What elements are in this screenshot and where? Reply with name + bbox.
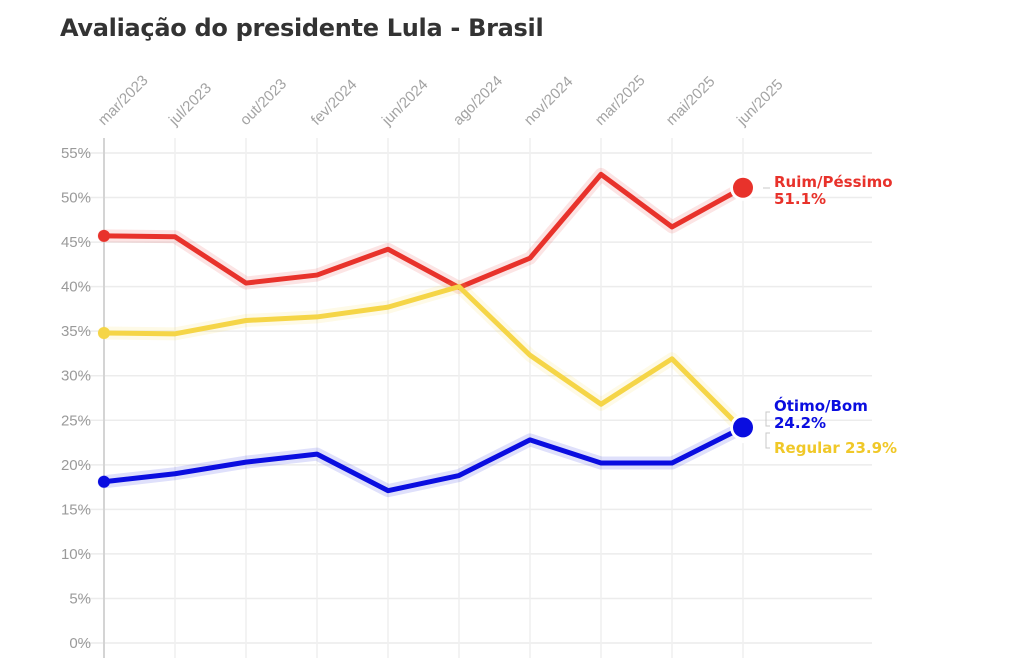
ruim-pessimo-series-label: Ruim/Péssimo: [774, 173, 893, 191]
x-tick-label: nov/2024: [521, 73, 577, 129]
ruim-pessimo-end-point: [733, 177, 753, 198]
y-tick-label: 5%: [69, 590, 91, 607]
y-tick-label: 20%: [61, 457, 91, 474]
x-tick-label: jun/2024: [378, 76, 431, 129]
x-tick-label: ago/2024: [450, 73, 506, 129]
y-tick-label: 0%: [69, 635, 91, 652]
x-tick-label: mai/2025: [663, 73, 719, 129]
otimo-bom-end-point: [733, 417, 753, 438]
x-tick-label: jun/2025: [733, 76, 786, 129]
x-tick-label: mar/2025: [592, 72, 649, 129]
x-tick-label: fev/2024: [308, 76, 361, 129]
regular-bracket: [765, 432, 770, 449]
y-tick-label: 50%: [61, 190, 91, 207]
chart-title: Avaliação do presidente Lula - Brasil: [60, 14, 544, 42]
ruim-pessimo-line: [101, 171, 746, 291]
ruim-pessimo-value-label: 51.1%: [774, 190, 826, 208]
otimo-bom-bracket: [765, 411, 770, 427]
otimo-bom-series-label: Ótimo/Bom: [774, 396, 868, 415]
otimo-bom-value-label: 24.2%: [774, 414, 826, 432]
gridlines: [78, 152, 872, 644]
regular-line-glow: [97, 280, 750, 437]
y-tick-label: 40%: [61, 279, 91, 296]
otimo-bom-line: [101, 424, 746, 494]
regular-start-point: [98, 326, 110, 339]
y-tick-label: 55%: [61, 145, 91, 162]
x-tick-label: jul/2023: [165, 80, 215, 130]
regular-series-label: Regular 23.9%: [774, 439, 897, 457]
y-tick-label: 15%: [61, 501, 91, 518]
y-tick-label: 35%: [61, 323, 91, 340]
y-tick-label: 45%: [61, 234, 91, 251]
y-tick-label: 10%: [61, 546, 91, 563]
regular-line: [101, 284, 746, 433]
y-tick-label: 25%: [61, 412, 91, 429]
otimo-bom-start-point: [98, 475, 110, 488]
x-tick-label: out/2023: [237, 76, 290, 129]
ruim-pessimo-start-point: [98, 229, 110, 242]
x-tick-label: mar/2023: [95, 72, 152, 129]
y-tick-label: 30%: [61, 368, 91, 385]
